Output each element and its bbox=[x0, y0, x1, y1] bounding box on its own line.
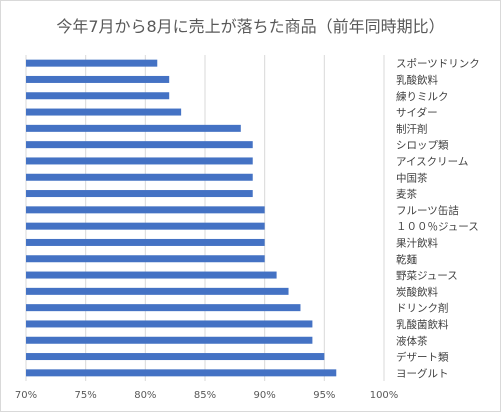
x-tick-label: 80% bbox=[134, 390, 156, 401]
bar bbox=[26, 92, 170, 100]
category-label: フルーツ缶詰 bbox=[396, 204, 459, 217]
bar bbox=[26, 222, 265, 230]
x-tick-label: 95% bbox=[313, 390, 335, 401]
category-label: ヨーグルト bbox=[396, 367, 449, 380]
bar bbox=[26, 190, 253, 198]
bar bbox=[26, 353, 325, 361]
category-label: 果汁飲料 bbox=[396, 236, 438, 249]
bar bbox=[26, 320, 313, 328]
bar bbox=[26, 141, 253, 149]
bar bbox=[26, 271, 277, 279]
category-label: 麦茶 bbox=[396, 188, 417, 201]
category-label: 炭酸飲料 bbox=[396, 285, 438, 298]
bar bbox=[26, 255, 265, 263]
category-label: シロップ類 bbox=[396, 140, 449, 152]
bar bbox=[26, 336, 313, 344]
category-label: 中国茶 bbox=[396, 171, 428, 184]
category-label: ドリンク剤 bbox=[396, 302, 449, 315]
category-label: スポーツドリンク bbox=[396, 58, 480, 70]
category-label: サイダー bbox=[396, 106, 438, 119]
x-tick-label: 100% bbox=[370, 390, 399, 401]
category-label: 乾麺 bbox=[396, 253, 417, 266]
category-label: 乳酸飲料 bbox=[396, 73, 438, 86]
category-label: １００％ジュース bbox=[396, 221, 479, 233]
category-label: 液体茶 bbox=[396, 334, 428, 347]
category-label: デザート類 bbox=[396, 351, 449, 364]
bar bbox=[26, 108, 182, 116]
bar bbox=[26, 238, 265, 246]
bar bbox=[26, 124, 241, 132]
x-tick-label: 90% bbox=[254, 390, 276, 401]
bar bbox=[26, 369, 337, 377]
bar bbox=[26, 173, 253, 181]
bar bbox=[26, 59, 158, 67]
x-tick-label: 75% bbox=[75, 390, 97, 401]
category-label: 乳酸菌飲料 bbox=[396, 318, 449, 331]
x-tick-label: 70% bbox=[15, 390, 37, 401]
category-label: アイスクリーム bbox=[396, 156, 468, 168]
bar bbox=[26, 287, 289, 295]
bar bbox=[26, 304, 301, 312]
bar bbox=[26, 157, 253, 165]
bar bbox=[26, 206, 265, 214]
chart-title: 今年7月から8月に売上が落ちた商品（前年同時期比） bbox=[56, 17, 445, 36]
category-label: 制汗剤 bbox=[396, 122, 428, 135]
category-label: 野菜ジュース bbox=[396, 270, 458, 282]
x-tick-label: 85% bbox=[194, 390, 216, 401]
bar bbox=[26, 75, 170, 83]
category-label: 練りミルク bbox=[396, 90, 449, 103]
